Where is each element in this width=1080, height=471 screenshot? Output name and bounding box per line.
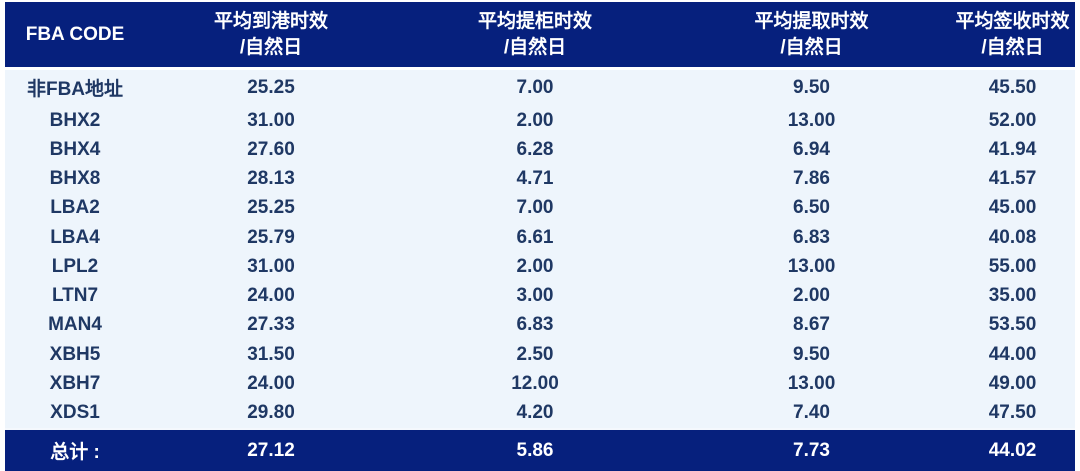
signed-days-cell: 52.00	[950, 105, 1075, 136]
header-cell-container-pickup-days: 平均提柜时效 /自然日	[397, 2, 673, 70]
extraction-days-cell: 8.67	[673, 310, 950, 341]
container-pickup-days-cell: 6.83	[397, 310, 673, 341]
header-line2: /自然日	[503, 36, 567, 58]
table-row: LPL2 31.00 2.00 13.00 55.00	[5, 252, 1075, 282]
total-label-cell: 总计 :	[5, 428, 145, 471]
table-footer: 总计 : 27.12 5.86 7.73 44.02	[5, 428, 1075, 471]
table-row: BHX2 31.00 2.00 13.00 52.00	[5, 105, 1075, 136]
table-header: FBA CODE 平均到港时效 /自然日 平均提柜时效 /自然日 平均提取时效 …	[5, 2, 1075, 70]
arrival-days-cell: 31.50	[145, 340, 397, 370]
arrival-days-cell: 24.00	[145, 281, 397, 311]
fba-code-cell: 非FBA地址	[5, 70, 145, 106]
container-pickup-days-cell: 3.00	[397, 281, 673, 311]
total-row: 总计 : 27.12 5.86 7.73 44.02	[5, 428, 1075, 471]
header-line1: 平均提取时效	[754, 10, 869, 32]
table-row: LBA2 25.25 7.00 6.50 45.00	[5, 193, 1075, 223]
fba-code-cell: BHX4	[5, 135, 145, 165]
fba-timeliness-table: FBA CODE 平均到港时效 /自然日 平均提柜时效 /自然日 平均提取时效 …	[5, 2, 1075, 471]
extraction-days-cell: 6.94	[673, 135, 950, 165]
arrival-days-cell: 25.79	[145, 222, 397, 253]
signed-days-cell: 45.00	[950, 193, 1075, 223]
extraction-days-cell: 13.00	[673, 105, 950, 136]
fba-code-cell: XBH7	[5, 369, 145, 399]
signed-days-cell: 45.50	[950, 70, 1075, 106]
table-row: BHX8 28.13 4.71 7.86 41.57	[5, 164, 1075, 194]
extraction-days-cell: 7.86	[673, 164, 950, 194]
extraction-days-cell: 2.00	[673, 281, 950, 311]
signed-days-cell: 40.08	[950, 222, 1075, 253]
container-pickup-days-cell: 2.50	[397, 340, 673, 370]
table-row: XBH7 24.00 12.00 13.00 49.00	[5, 369, 1075, 399]
table-row: BHX4 27.60 6.28 6.94 41.94	[5, 135, 1075, 165]
total-container-pickup-days-cell: 5.86	[397, 428, 673, 471]
fba-code-cell: BHX8	[5, 164, 145, 194]
table-row: LTN7 24.00 3.00 2.00 35.00	[5, 281, 1075, 311]
arrival-days-cell: 28.13	[145, 164, 397, 194]
table-row: XBH5 31.50 2.50 9.50 44.00	[5, 340, 1075, 370]
arrival-days-cell: 27.60	[145, 135, 397, 165]
container-pickup-days-cell: 4.20	[397, 398, 673, 428]
signed-days-cell: 35.00	[950, 281, 1075, 311]
header-line1: 平均提柜时效	[477, 10, 592, 32]
extraction-days-cell: 6.50	[673, 193, 950, 223]
container-pickup-days-cell: 7.00	[397, 70, 673, 106]
signed-days-cell: 41.57	[950, 164, 1075, 194]
table-row: MAN4 27.33 6.83 8.67 53.50	[5, 310, 1075, 341]
header-line2: /自然日	[981, 36, 1044, 58]
fba-code-cell: LTN7	[5, 281, 145, 311]
header-cell-signed-days: 平均签收时效 /自然日	[950, 2, 1075, 70]
fba-code-cell: LPL2	[5, 252, 145, 282]
signed-days-cell: 49.00	[950, 369, 1075, 399]
header-line2: /自然日	[780, 36, 843, 58]
arrival-days-cell: 25.25	[145, 70, 397, 106]
extraction-days-cell: 9.50	[673, 340, 950, 370]
table-row: 非FBA地址 25.25 7.00 9.50 45.50	[5, 70, 1075, 106]
arrival-days-cell: 29.80	[145, 398, 397, 428]
fba-code-cell: XBH5	[5, 340, 145, 370]
fba-code-cell: XDS1	[5, 398, 145, 428]
arrival-days-cell: 25.25	[145, 193, 397, 223]
fba-code-cell: LBA4	[5, 222, 145, 253]
arrival-days-cell: 24.00	[145, 369, 397, 399]
table-body: 非FBA地址 25.25 7.00 9.50 45.50 BHX2 31.00 …	[5, 70, 1075, 428]
header-row: FBA CODE 平均到港时效 /自然日 平均提柜时效 /自然日 平均提取时效 …	[5, 2, 1075, 70]
container-pickup-days-cell: 6.28	[397, 135, 673, 165]
extraction-days-cell: 7.40	[673, 398, 950, 428]
extraction-days-cell: 9.50	[673, 70, 950, 106]
arrival-days-cell: 27.33	[145, 310, 397, 341]
container-pickup-days-cell: 2.00	[397, 252, 673, 282]
header-line1: 平均签收时效	[955, 10, 1070, 32]
signed-days-cell: 55.00	[950, 252, 1075, 282]
fba-code-cell: MAN4	[5, 310, 145, 341]
extraction-days-cell: 6.83	[673, 222, 950, 253]
signed-days-cell: 47.50	[950, 398, 1075, 428]
header-line1: FBA CODE	[25, 23, 125, 45]
signed-days-cell: 44.00	[950, 340, 1075, 370]
header-line2: /自然日	[239, 36, 303, 58]
header-cell-arrival-days: 平均到港时效 /自然日	[145, 2, 397, 70]
container-pickup-days-cell: 12.00	[397, 369, 673, 399]
container-pickup-days-cell: 4.71	[397, 164, 673, 194]
container-pickup-days-cell: 7.00	[397, 193, 673, 223]
extraction-days-cell: 13.00	[673, 252, 950, 282]
signed-days-cell: 41.94	[950, 135, 1075, 165]
total-arrival-days-cell: 27.12	[145, 428, 397, 471]
signed-days-cell: 53.50	[950, 310, 1075, 341]
container-pickup-days-cell: 6.61	[397, 222, 673, 253]
fba-code-cell: BHX2	[5, 105, 145, 136]
arrival-days-cell: 31.00	[145, 252, 397, 282]
table-row: XDS1 29.80 4.20 7.40 47.50	[5, 398, 1075, 428]
header-cell-extraction-days: 平均提取时效 /自然日	[673, 2, 950, 70]
total-extraction-days-cell: 7.73	[673, 428, 950, 471]
fba-code-cell: LBA2	[5, 193, 145, 223]
header-line1: 平均到港时效	[213, 10, 328, 32]
arrival-days-cell: 31.00	[145, 105, 397, 136]
table-row: LBA4 25.79 6.61 6.83 40.08	[5, 222, 1075, 253]
total-signed-days-cell: 44.02	[950, 428, 1075, 471]
header-cell-fba-code: FBA CODE	[5, 2, 145, 70]
container-pickup-days-cell: 2.00	[397, 105, 673, 136]
extraction-days-cell: 13.00	[673, 369, 950, 399]
